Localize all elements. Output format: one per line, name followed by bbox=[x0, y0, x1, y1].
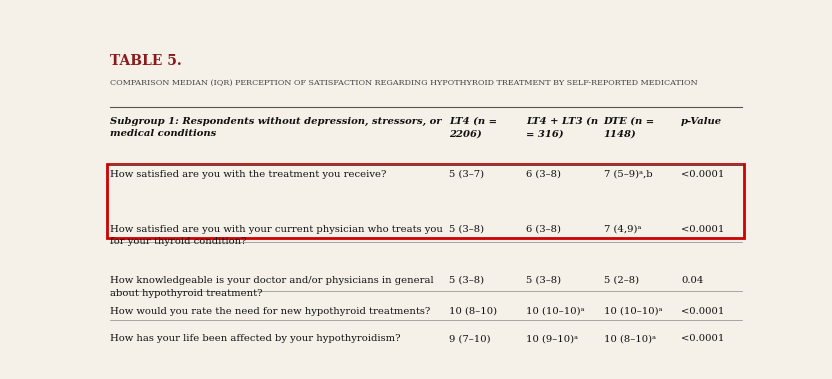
Text: 0.04: 0.04 bbox=[681, 276, 704, 285]
Text: <0.0001: <0.0001 bbox=[681, 334, 725, 343]
Text: 5 (3–8): 5 (3–8) bbox=[527, 276, 562, 285]
Text: How satisfied are you with your current physician who treats you
for your thyroi: How satisfied are you with your current … bbox=[111, 225, 443, 246]
Text: TABLE 5.: TABLE 5. bbox=[111, 54, 182, 68]
Text: 5 (3–8): 5 (3–8) bbox=[449, 276, 484, 285]
Text: How satisfied are you with the treatment you receive?: How satisfied are you with the treatment… bbox=[111, 169, 387, 179]
Text: 9 (7–10): 9 (7–10) bbox=[449, 334, 491, 343]
Text: <0.0001: <0.0001 bbox=[681, 307, 725, 316]
Text: How knowledgeable is your doctor and/or physicians in general
about hypothyroid : How knowledgeable is your doctor and/or … bbox=[111, 276, 434, 298]
Text: How has your life been affected by your hypothyroidism?: How has your life been affected by your … bbox=[111, 334, 401, 343]
Text: 6 (3–8): 6 (3–8) bbox=[527, 169, 562, 179]
Text: 10 (8–10): 10 (8–10) bbox=[449, 307, 497, 316]
Text: LT4 (n =
2206): LT4 (n = 2206) bbox=[449, 117, 497, 138]
Text: LT4 + LT3 (n
= 316): LT4 + LT3 (n = 316) bbox=[527, 117, 598, 138]
Text: DTE (n =
1148): DTE (n = 1148) bbox=[604, 117, 655, 138]
Text: 6 (3–8): 6 (3–8) bbox=[527, 225, 562, 234]
Text: 10 (8–10)ᵃ: 10 (8–10)ᵃ bbox=[604, 334, 656, 343]
Text: 5 (2–8): 5 (2–8) bbox=[604, 276, 639, 285]
Text: 5 (3–8): 5 (3–8) bbox=[449, 225, 484, 234]
Text: Subgroup 1: Respondents without depression, stressors, or
medical conditions: Subgroup 1: Respondents without depressi… bbox=[111, 117, 442, 138]
Text: <0.0001: <0.0001 bbox=[681, 225, 725, 234]
Text: 10 (10–10)ᵃ: 10 (10–10)ᵃ bbox=[604, 307, 662, 316]
Text: 7 (5–9)ᵃ,b: 7 (5–9)ᵃ,b bbox=[604, 169, 652, 179]
Text: p-Value: p-Value bbox=[681, 117, 722, 126]
Text: 7 (4,9)ᵃ: 7 (4,9)ᵃ bbox=[604, 225, 641, 234]
Text: How would you rate the need for new hypothyroid treatments?: How would you rate the need for new hypo… bbox=[111, 307, 431, 316]
Text: 10 (9–10)ᵃ: 10 (9–10)ᵃ bbox=[527, 334, 578, 343]
Text: 10 (10–10)ᵃ: 10 (10–10)ᵃ bbox=[527, 307, 585, 316]
Text: <0.0001: <0.0001 bbox=[681, 169, 725, 179]
Text: 5 (3–7): 5 (3–7) bbox=[449, 169, 484, 179]
Text: COMPARISON MEDIAN (IQR) PERCEPTION OF SATISFACTION REGARDING HYPOTHYROID TREATME: COMPARISON MEDIAN (IQR) PERCEPTION OF SA… bbox=[111, 79, 698, 87]
